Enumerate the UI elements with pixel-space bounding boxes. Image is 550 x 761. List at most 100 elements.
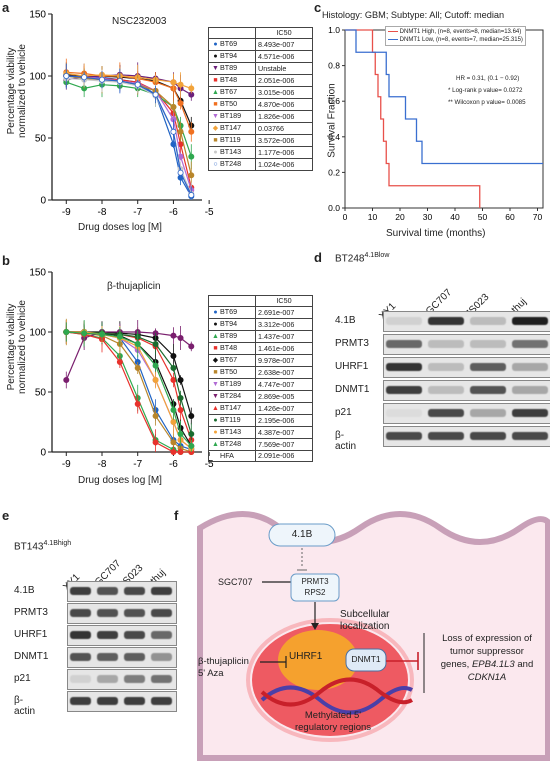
panel-a-table-row: ■ BT119 3.572e-006 — [208, 134, 313, 147]
panel-a-point-bt48 — [152, 87, 159, 94]
panel-b-curve-bt248 — [66, 331, 192, 447]
panel-a-point-bt147 — [99, 71, 106, 78]
panel-b-table-line-name: ▼BT189 — [208, 378, 256, 391]
dna-strand-2 — [260, 677, 414, 707]
panel-a-point-bt69 — [152, 91, 159, 98]
panel-a-table-row: ● BT94 4.571e-006 — [208, 50, 313, 63]
panel-b-table-header: IC50 — [208, 295, 313, 307]
panel-b-table-ic50-value: 2.638e-007 — [255, 366, 313, 379]
panel-a-ytick-label: 150 — [29, 10, 46, 21]
panel-b-point-bt284 — [177, 334, 184, 341]
panel-a-point-bt147 — [177, 81, 184, 88]
panel-b-point-bt48 — [63, 328, 70, 335]
panel-a-point-bt89 — [81, 74, 88, 81]
panel-a-point-bt94 — [170, 85, 177, 92]
panel-d-letter: d — [314, 250, 322, 265]
panel-a-table-ic50-value: 8.493e-007 — [255, 38, 313, 51]
panel-d-blot-strip — [383, 380, 550, 401]
panel-b-point-bt147 — [170, 448, 177, 455]
panel-b-point-bt248 — [170, 406, 177, 413]
panel-a-point-bt67 — [99, 81, 106, 88]
panel-a-xtick-label: -9 — [62, 207, 71, 218]
panel-a-point-bt48 — [170, 110, 177, 117]
panel-a-point-bt89 — [152, 75, 159, 82]
panel-b-legend-marker: ◆ — [212, 357, 219, 364]
prmt3-label-line2: RPS2 — [304, 588, 326, 597]
panel-b-point-bt143 — [81, 328, 88, 335]
panel-d-band — [512, 431, 548, 441]
gene-cdkn1a: CDKN1A — [467, 672, 507, 683]
panel-e-band — [97, 608, 118, 618]
panel-b-point-bt119 — [177, 394, 184, 401]
panel-b-point-bt48 — [177, 406, 184, 413]
panel-b-ytick-label: 50 — [35, 388, 47, 399]
panel-d-band — [470, 408, 506, 418]
panel-b-point-bt94 — [116, 330, 123, 337]
panel-b-xlabel: Drug doses log [M] — [78, 475, 162, 486]
panel-a-point-bt189 — [81, 74, 88, 81]
panel-b-point-bt48 — [134, 334, 141, 341]
panel-a-legend-name: BT89 — [220, 63, 238, 72]
panel-b-point-bt248 — [116, 333, 123, 340]
panel-b-point-bt119 — [170, 364, 177, 371]
panel-b-table-ic50-value: 2.195e-006 — [255, 414, 313, 427]
panel-a-point-bt143 — [99, 77, 106, 84]
panel-a-point-bt48 — [188, 184, 195, 191]
panel-a-curve-bt50 — [66, 71, 192, 133]
panel-e-band-label: β-actin — [14, 694, 36, 717]
panel-b-legend-name: BT119 — [220, 415, 241, 424]
panel-e-band — [70, 586, 91, 596]
panel-b-point-bt189 — [134, 346, 141, 353]
panel-b-legend-marker: ● — [213, 429, 218, 436]
panel-b-point-bt248 — [177, 430, 184, 437]
panel-a-point-bt50 — [170, 85, 177, 92]
panel-a-point-bt248 — [170, 128, 177, 135]
panel-a-point-bt147 — [63, 70, 70, 77]
panel-b-ytick-label: 0 — [40, 448, 46, 459]
stat-wilcoxon: ** Wilcoxon p value= 0.0085 — [448, 99, 526, 106]
panel-b-ic50-table: IC50 ● BT69 2.691e-007 ● BT94 3.312e-006 ▲BT89 1… — [208, 295, 313, 462]
panel-a-point-bt50 — [116, 73, 123, 80]
loss-of-expression-label: Loss of expression of tumor suppressor g… — [428, 632, 546, 684]
panel-a-point-bt147 — [134, 74, 141, 81]
panel-a-table-line-name: ● BT94 — [208, 50, 256, 63]
panel-b-point-bt89 — [99, 334, 106, 341]
panel-b-point-bt147 — [116, 358, 123, 365]
panel-b-point-bt143 — [63, 328, 70, 335]
panel-b-point-bt284 — [99, 328, 106, 335]
panel-a-table-line-name: ○ BT248 — [208, 158, 256, 171]
panel-e-blot-strip — [67, 625, 177, 646]
panel-b-point-bt48 — [81, 328, 88, 335]
panel-a-table-ic50-value: Unstable — [255, 62, 313, 75]
panel-a-point-bt94 — [177, 97, 184, 104]
panel-b-table-ic50-value: 1.426e-007 — [255, 402, 313, 415]
loss-line4: CDKN1A — [428, 671, 546, 684]
panel-a-point-bt119 — [170, 104, 177, 111]
panel-a-point-bt248 — [188, 192, 195, 199]
panel-a-point-bt50 — [81, 70, 88, 77]
loss-line3-pre: genes, — [440, 659, 472, 670]
panel-a-point-bt48 — [177, 141, 184, 148]
panel-a-point-bt50 — [188, 128, 195, 135]
panel-b-letter: b — [2, 253, 10, 268]
panel-a-ytick-label: 100 — [29, 72, 46, 83]
panel-a-letter: a — [2, 0, 10, 15]
panel-b-legend-name: BT94 — [220, 319, 238, 328]
panel-a-point-bt143 — [188, 190, 195, 197]
panel-b-point-bt94 — [170, 352, 177, 359]
panel-e-band — [70, 696, 91, 706]
panel-a-point-bt119 — [63, 73, 70, 80]
panel-b-point-bt69 — [177, 442, 184, 449]
panel-b-table-line-name: ■ BT48 — [208, 342, 256, 355]
prmt3-label-line1: PRMT3 — [301, 577, 329, 586]
panel-b-point-bt69 — [116, 334, 123, 341]
panel-a-point-bt67 — [63, 79, 70, 86]
subcellular-line1: Subcellular — [340, 609, 390, 620]
panel-b-curve-bt48 — [66, 331, 192, 441]
panel-c-ylabel: Survival Fraction — [326, 83, 338, 158]
panel-e-band — [97, 630, 118, 640]
legend-low-label: DNMT1 Low, (n=8, events=7, median=25.315… — [399, 37, 523, 43]
panel-a-point-bt143 — [63, 75, 70, 82]
panel-b-legend-name: BT69 — [220, 307, 238, 316]
panel-b-point-bt67 — [134, 340, 141, 347]
